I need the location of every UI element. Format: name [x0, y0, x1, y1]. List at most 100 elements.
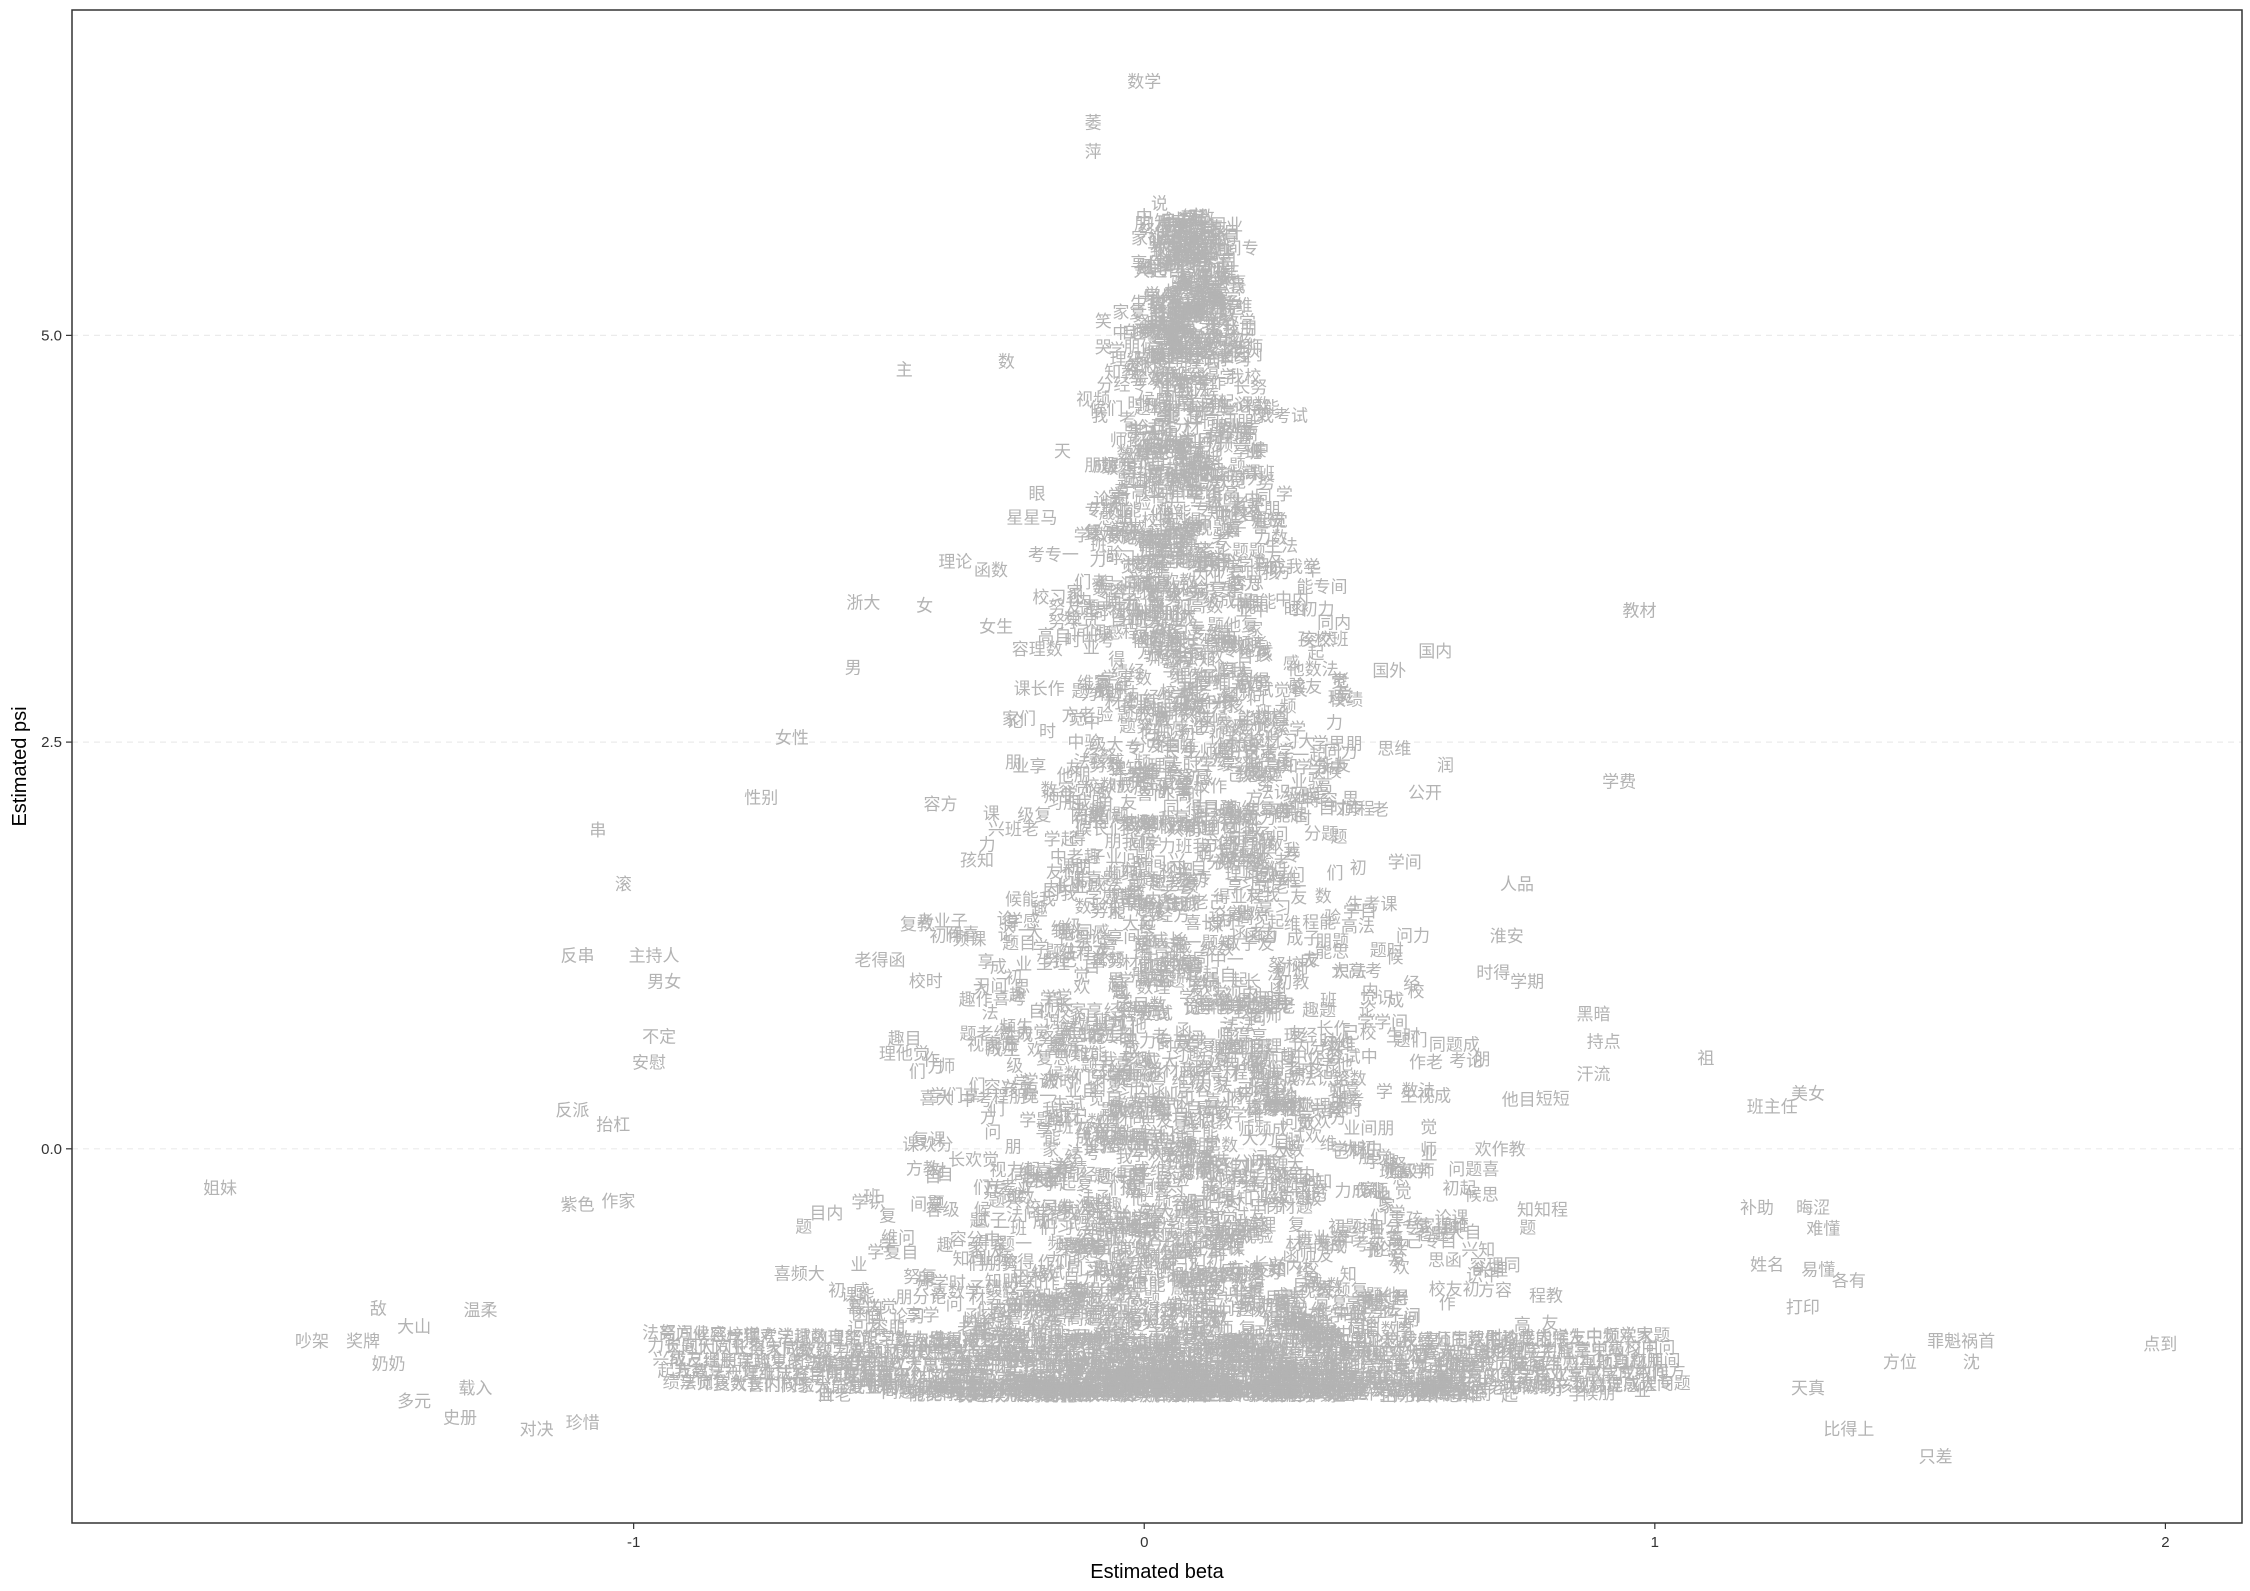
cloud-point: 容校 — [1379, 1337, 1413, 1357]
cloud-point: 成大 — [1144, 1052, 1178, 1072]
cloud-point: 分能 — [1134, 603, 1168, 623]
cloud-point: 得 — [1069, 830, 1086, 850]
point-label: 思维 — [1377, 740, 1411, 760]
cloud-point: 生 — [1157, 406, 1174, 426]
point-label: 珍惜 — [566, 1413, 600, 1433]
cloud-point: 自 — [866, 1308, 883, 1328]
cloud-point: 问 — [984, 1123, 1001, 1143]
cloud-point: 友能 — [1153, 1366, 1187, 1386]
cloud-point: 习时间 — [1126, 1335, 1177, 1355]
cloud-point: 喜间 — [1136, 784, 1170, 804]
cloud-point: 验得 — [1000, 1253, 1034, 1273]
cloud-point: 专复们 — [1183, 1036, 1234, 1056]
cloud-point: 子 — [1205, 315, 1222, 335]
cloud-point: 同大 — [1130, 612, 1164, 632]
cloud-point: 学 — [1195, 372, 1212, 392]
cloud-point: 题论 — [1236, 1221, 1270, 1241]
cloud-point: 考 — [1119, 410, 1136, 430]
cloud-point: 习内函 — [1117, 1082, 1168, 1102]
cloud-point: 目力 — [1063, 1270, 1097, 1290]
cloud-point: 欢 — [1073, 977, 1090, 997]
cloud-point: 题成朋 — [1117, 706, 1168, 726]
cloud-point: 验 — [1324, 908, 1341, 928]
cloud-point: 初师 — [1275, 960, 1309, 980]
cloud-point: 兴 — [1268, 1255, 1285, 1275]
cloud-point: 感们论 — [1068, 1356, 1119, 1376]
cloud-point: 方 — [1191, 262, 1208, 282]
cloud-point: 问一 — [1251, 1149, 1285, 1169]
cloud-point: 高自 — [1037, 627, 1071, 647]
point-label: 汗流 — [1577, 1065, 1611, 1085]
point-label: 滚 — [615, 875, 632, 895]
point-label: 姐妹 — [203, 1179, 237, 1199]
point-label: 主持人 — [629, 946, 680, 966]
cloud-point: 大视考 — [1431, 1360, 1482, 1380]
cloud-point: 成朋 — [871, 1377, 905, 1397]
cloud-point: 觉 — [1144, 285, 1161, 305]
cloud-point: 习论享 — [1073, 928, 1124, 948]
cloud-point: 频课 — [952, 930, 986, 950]
cloud-point: 学 — [1127, 421, 1144, 441]
cloud-point: 师校 — [1215, 504, 1249, 524]
cloud-point: 程 — [1284, 871, 1301, 891]
cloud-point: 专 — [1188, 619, 1205, 639]
cloud-point: 朋觉 — [1131, 966, 1165, 986]
point-label: 黑暗 — [1577, 1005, 1611, 1025]
cloud-point: 材 — [929, 1162, 946, 1182]
cloud-point: 题自能 — [1175, 233, 1226, 253]
cloud-point: 作老 — [1409, 1053, 1443, 1073]
cloud-point: 维 — [1258, 1159, 1275, 1179]
cloud-point: 问目 — [1347, 1321, 1381, 1341]
cloud-point: 师识理 — [1209, 1168, 1260, 1188]
cloud-point: 力成能 — [1334, 1181, 1385, 1201]
cloud-point: 班高学 — [1379, 1162, 1430, 1182]
cloud-point: 老维高 — [1190, 483, 1241, 503]
cloud-point: 得维力 — [1120, 462, 1171, 482]
cloud-point: 感友 — [1288, 678, 1322, 698]
cloud-point: 成 — [1150, 1357, 1167, 1377]
cloud-point: 目 — [1274, 802, 1291, 822]
cloud-point: 业 — [1421, 1145, 1438, 1165]
cloud-point: 理他觉 — [879, 1045, 930, 1065]
point-label: 华 — [1304, 561, 1321, 581]
point-label: 奶奶 — [372, 1355, 406, 1375]
cloud-point: 老 — [1372, 800, 1389, 820]
cloud-point: 学 — [1137, 763, 1154, 783]
cloud-point: 学 — [1276, 485, 1293, 505]
cloud-point: 师 — [1420, 1140, 1437, 1160]
cloud-point: 校学校 — [1124, 818, 1175, 838]
cloud-point: 他 — [1237, 904, 1254, 924]
cloud-point: 内学 — [1299, 1317, 1333, 1337]
cloud-point: 孩 — [1113, 1341, 1130, 1361]
cloud-point: 业 — [850, 1255, 867, 1275]
cloud-point: 初起 — [1442, 1179, 1476, 1199]
point-label: 润 — [1437, 756, 1454, 776]
cloud-point: 业级 — [1255, 1187, 1289, 1207]
cloud-point: 问 — [1187, 1029, 1204, 1049]
cloud-point: 题目 — [1002, 934, 1036, 954]
point-label: 串 — [589, 821, 606, 841]
cloud-point: 高业 — [1345, 1294, 1379, 1314]
cloud-point: 复 — [1226, 1038, 1243, 1058]
cloud-point: 校 — [1095, 1193, 1112, 1213]
cloud-point: 一大 — [1336, 1307, 1370, 1327]
point-label: 沈 — [1963, 1353, 1980, 1373]
cloud-point: 候 — [996, 1340, 1013, 1360]
cloud-point: 频 — [1182, 1199, 1199, 1219]
cloud-point: 觉 — [1420, 1118, 1437, 1138]
cloud-point: 材同 — [1112, 1110, 1146, 1130]
cloud-point: 觉数 — [1001, 1188, 1035, 1208]
point-label: 性别 — [744, 789, 778, 809]
cloud-point: 习函 — [1203, 1359, 1237, 1379]
cloud-point: 论 — [1359, 1001, 1376, 1021]
cloud-point: 经 — [1128, 884, 1145, 904]
cloud-point: 题友 — [1251, 1064, 1285, 1084]
cloud-point: 生 — [1148, 1366, 1165, 1386]
cloud-point: 老自觉 — [1263, 1096, 1314, 1116]
cloud-point: 频 — [1220, 1344, 1237, 1364]
point-label: 女生 — [979, 618, 1013, 638]
cloud-point: 视 — [912, 1377, 929, 1397]
point-label: 安慰 — [632, 1054, 666, 1074]
cloud-point: 友 — [1151, 904, 1168, 924]
